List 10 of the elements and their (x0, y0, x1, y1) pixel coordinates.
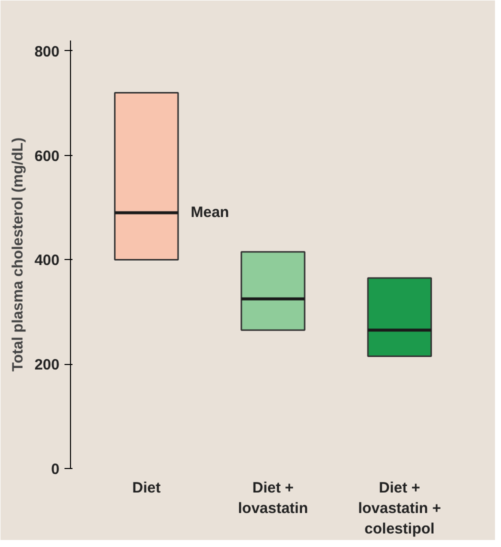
x-tick-label: Diet + lovastatin + colestipol (358, 480, 442, 538)
x-tick-label: Diet + lovastatin (238, 480, 308, 517)
y-tick-label: 800 (34, 43, 60, 60)
y-tick-label: 400 (34, 252, 60, 270)
annotation: Mean (190, 204, 230, 222)
y-tick-label: 0 (51, 461, 60, 478)
y-tick-label: 200 (34, 356, 60, 374)
y-tick-label: 600 (34, 148, 60, 165)
y-axis-title: Total plasma cholesterol (mg/dL) (9, 138, 26, 372)
x-tick-label: Diet (132, 480, 161, 496)
